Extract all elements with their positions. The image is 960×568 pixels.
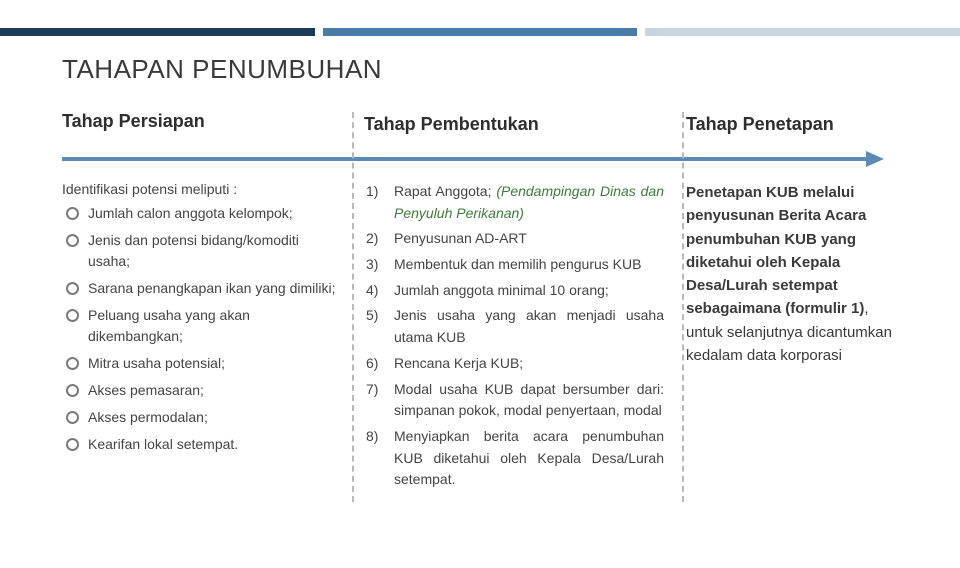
- accent-bar-1: [0, 28, 315, 36]
- col3-bold-a: Penetapan KUB melalui penyusunan Berita …: [686, 184, 866, 317]
- list-item: Modal usaha KUB dapat bersumber dari: si…: [394, 379, 664, 422]
- list-item: Penyusunan AD-ART: [394, 228, 664, 250]
- list-item: Jenis usaha yang akan menjadi usaha utam…: [394, 305, 664, 348]
- col3-content: Penetapan KUB melalui penyusunan Berita …: [686, 181, 896, 495]
- column-divider-1: [352, 112, 354, 502]
- col1-heading: Tahap Persiapan: [62, 103, 342, 139]
- list-item: Sarana penangkapan ikan yang dimiliki;: [88, 278, 342, 299]
- page-title: TAHAPAN PENUMBUHAN: [62, 54, 960, 85]
- list-item: Membentuk dan memilih pengurus KUB: [394, 254, 664, 276]
- col2-content: Rapat Anggota; (Pendampingan Dinas dan P…: [364, 181, 664, 495]
- list-item: Jenis dan potensi bidang/komoditi usaha;: [88, 230, 342, 272]
- arrow-line: [62, 157, 868, 161]
- col3-paragraph: Penetapan KUB melalui penyusunan Berita …: [686, 181, 896, 367]
- arrow-head-icon: [866, 151, 884, 167]
- col2-heading: Tahap Pembentukan: [364, 103, 664, 139]
- col2-list: Rapat Anggota; (Pendampingan Dinas dan P…: [364, 181, 664, 495]
- list-item: Rencana Kerja KUB;: [394, 353, 664, 375]
- list-item: Rapat Anggota; (Pendampingan Dinas dan P…: [394, 181, 664, 224]
- col1-content: Identifikasi potensi meliputi : Jumlah c…: [62, 181, 342, 495]
- col3-heading: Tahap Penetapan: [686, 103, 896, 139]
- list-item: Jumlah anggota minimal 10 orang;: [394, 280, 664, 302]
- list-item: Jumlah calon anggota kelompok;: [88, 203, 342, 224]
- columns-content: Identifikasi potensi meliputi : Jumlah c…: [0, 181, 960, 495]
- list-item: Kearifan lokal setempat.: [88, 434, 342, 455]
- timeline-arrow: [62, 153, 882, 167]
- columns-headings: Tahap Persiapan Tahap Pembentukan Tahap …: [0, 103, 960, 153]
- column-divider-2: [682, 112, 684, 502]
- list-item: Menyiapkan berita acara penumbuhan KUB d…: [394, 426, 664, 491]
- list-item: Akses pemasaran;: [88, 380, 342, 401]
- list-item: Akses permodalan;: [88, 407, 342, 428]
- top-accent-bars: [0, 28, 960, 36]
- list-item: Mitra usaha potensial;: [88, 353, 342, 374]
- col1-list: Jumlah calon anggota kelompok; Jenis dan …: [62, 203, 342, 461]
- accent-bar-3: [645, 28, 960, 36]
- col1-intro: Identifikasi potensi meliputi :: [62, 181, 342, 197]
- accent-bar-2: [323, 28, 638, 36]
- list-item: Peluang usaha yang akan dikembangkan;: [88, 305, 342, 347]
